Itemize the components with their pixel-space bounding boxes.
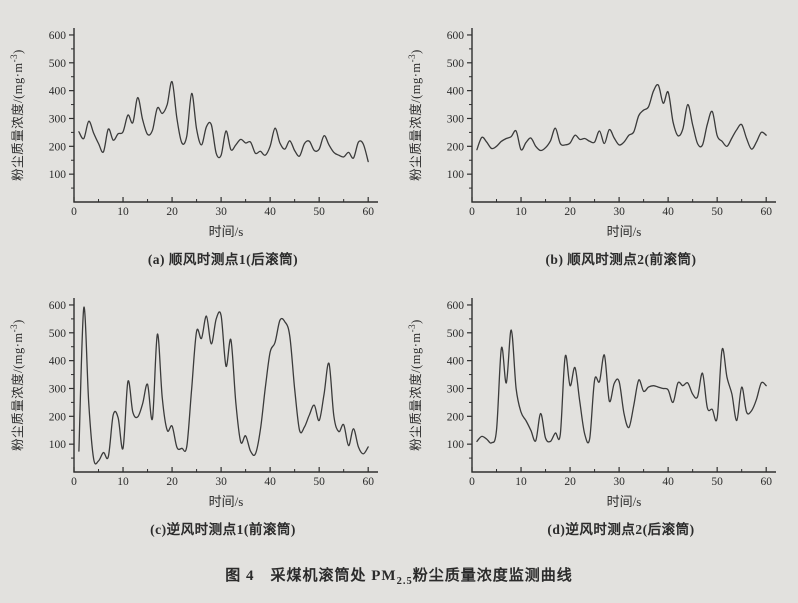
subcaption-c: (c)逆风时测点1(前滚筒)	[150, 522, 296, 537]
x-tick-label: 40	[662, 206, 674, 218]
x-axis-label-d: 时间/s	[606, 494, 642, 509]
x-tick-label: 40	[264, 206, 276, 218]
y-tick-label: 200	[447, 411, 465, 423]
x-tick-label: 40	[264, 476, 276, 488]
y-tick-label: 300	[447, 113, 465, 125]
figure-caption: 图 4 采煤机滚筒处 PM2.5粉尘质量浓度监测曲线	[225, 568, 573, 587]
x-tick-label: 40	[662, 476, 674, 488]
x-tick-label: 50	[313, 476, 325, 488]
y-tick-label: 300	[49, 113, 67, 125]
y-tick-label: 400	[447, 356, 465, 368]
chart-plot-b: 100 200 300 400 500 600 0 10 20 30 40 50 60	[447, 28, 776, 218]
y-tick-label: 100	[447, 169, 465, 181]
chart-plot-a: 100 200 300 400 500 600 0 10 20 30 40 50 60	[49, 28, 378, 218]
subcaption-a: (a) 顺风时测点1(后滚筒)	[147, 252, 299, 267]
subcaption-d: (d)逆风时测点2(后滚筒)	[547, 522, 695, 537]
y-axis-label-b: 粉尘质量浓度/(mg·m-3)	[406, 49, 423, 181]
x-tick-label: 10	[117, 476, 129, 488]
x-tick-label: 0	[71, 476, 77, 488]
y-tick-label: 500	[447, 58, 465, 70]
y-tick-label: 400	[447, 86, 465, 98]
subcaption-b: (b) 顺风时测点2(前滚筒)	[545, 252, 697, 267]
panel-d: 粉尘质量浓度/(mg·m-3) 100 200 300 400 500 600 0 10 20 3…	[400, 292, 796, 544]
x-tick-label: 60	[362, 206, 374, 218]
y-tick-label: 200	[49, 141, 67, 153]
x-tick-label: 0	[469, 206, 475, 218]
panel-a: 粉尘质量浓度/(mg·m-3) 100 200 300 400 500 600 0 10 20 3…	[2, 22, 400, 274]
x-tick-label: 30	[613, 206, 625, 218]
axis-lines	[73, 28, 378, 203]
x-tick-label: 20	[564, 476, 576, 488]
y-tick-label: 600	[447, 300, 465, 312]
y-tick-label: 100	[49, 169, 67, 181]
x-tick-label: 0	[71, 206, 77, 218]
data-line	[78, 81, 369, 163]
x-tick-label: 20	[564, 206, 576, 218]
y-tick-label: 100	[49, 439, 67, 451]
y-axis-label-a: 粉尘质量浓度/(mg·m-3)	[8, 49, 25, 181]
x-tick-label: 60	[362, 476, 374, 488]
y-tick-label: 200	[49, 411, 67, 423]
y-tick-label: 500	[49, 328, 67, 340]
y-tick-label: 500	[49, 58, 67, 70]
x-tick-label: 50	[313, 206, 325, 218]
y-tick-label: 200	[447, 141, 465, 153]
x-tick-label: 20	[166, 206, 178, 218]
x-tick-label: 10	[515, 476, 527, 488]
panel-grid: 粉尘质量浓度/(mg·m-3) 100 200 300 400 500 600 0 10 20 3…	[2, 22, 796, 544]
x-tick-label: 50	[711, 206, 723, 218]
data-line	[476, 329, 767, 444]
chart-plot-d: 100 200 300 400 500 600 0 10 20 30 40 50 60	[447, 298, 776, 488]
x-tick-label: 50	[711, 476, 723, 488]
axis-lines	[471, 28, 776, 203]
y-tick-label: 600	[49, 300, 67, 312]
x-tick-label: 30	[215, 206, 227, 218]
x-axis-label-c: 时间/s	[208, 494, 244, 509]
data-line	[476, 83, 767, 152]
x-axis-label-b: 时间/s	[606, 224, 642, 239]
panel-b: 粉尘质量浓度/(mg·m-3) 100 200 300 400 500 600 0 10 20 3…	[400, 22, 796, 274]
chart-plot-c: 100 200 300 400 500 600 0 10 20 30 40 50 60	[49, 298, 378, 488]
axis-lines	[73, 298, 378, 473]
figure-caption-label: 图 4	[225, 568, 255, 584]
y-tick-label: 600	[447, 30, 465, 42]
data-line	[78, 306, 369, 465]
x-axis-label-a: 时间/s	[208, 224, 244, 239]
x-tick-label: 20	[166, 476, 178, 488]
x-tick-label: 0	[469, 476, 475, 488]
y-tick-label: 300	[447, 383, 465, 395]
panel-c: 粉尘质量浓度/(mg·m-3) 100 200 300 400 500 600 0 10 20 3…	[2, 292, 400, 544]
y-tick-label: 400	[49, 356, 67, 368]
y-tick-label: 100	[447, 439, 465, 451]
x-tick-label: 60	[760, 206, 772, 218]
axis-lines	[471, 298, 776, 473]
x-tick-label: 10	[515, 206, 527, 218]
y-axis-label-c: 粉尘质量浓度/(mg·m-3)	[8, 319, 25, 451]
x-tick-label: 30	[613, 476, 625, 488]
y-tick-label: 400	[49, 86, 67, 98]
y-tick-label: 600	[49, 30, 67, 42]
figure-4: 粉尘质量浓度/(mg·m-3) 100 200 300 400 500 600 0 10 20 3…	[2, 22, 796, 587]
x-tick-label: 60	[760, 476, 772, 488]
x-tick-label: 30	[215, 476, 227, 488]
y-tick-label: 500	[447, 328, 465, 340]
y-tick-label: 300	[49, 383, 67, 395]
y-axis-label-d: 粉尘质量浓度/(mg·m-3)	[406, 319, 423, 451]
x-tick-label: 10	[117, 206, 129, 218]
